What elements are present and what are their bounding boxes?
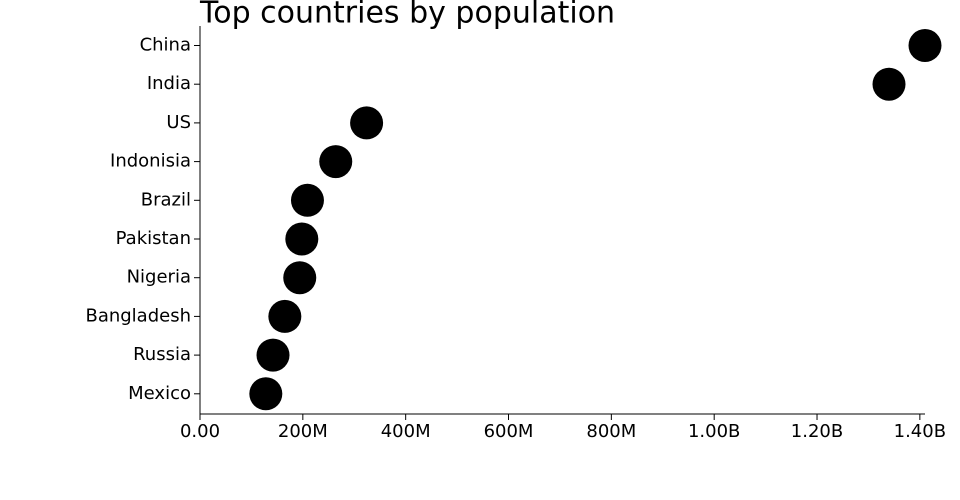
- dot: [290, 183, 324, 217]
- y-tick-label: US: [166, 112, 191, 133]
- y-tick-label: Russia: [133, 344, 191, 365]
- dot: [872, 67, 906, 101]
- dot: [249, 377, 283, 411]
- x-tick-label: 0.00: [180, 421, 220, 442]
- y-tick-label: Pakistan: [116, 228, 191, 249]
- dot: [256, 338, 290, 372]
- y-tick-label: Bangladesh: [85, 305, 191, 326]
- y-tick-label: Brazil: [141, 189, 191, 210]
- x-tick-label: 1.00B: [688, 421, 740, 442]
- y-tick-label: India: [147, 73, 191, 94]
- dot: [908, 29, 942, 62]
- dot: [350, 106, 384, 140]
- y-tick-label: China: [140, 35, 191, 56]
- y-tick-label: Mexico: [128, 383, 191, 404]
- x-tick-label: 1.20B: [791, 421, 843, 442]
- x-tick-label: 600M: [484, 421, 534, 442]
- x-tick-label: 1.40B: [894, 421, 946, 442]
- y-tick-label: Nigeria: [127, 267, 191, 288]
- dot: [283, 261, 317, 295]
- x-tick-label: 800M: [586, 421, 636, 442]
- x-tick-label: 200M: [278, 421, 328, 442]
- chart-title: Top countries by population: [199, 0, 615, 31]
- x-tick-label: 400M: [381, 421, 431, 442]
- y-tick-label: Indonisia: [110, 151, 191, 172]
- dot: [268, 299, 302, 333]
- dot: [319, 145, 353, 179]
- dot: [285, 222, 319, 256]
